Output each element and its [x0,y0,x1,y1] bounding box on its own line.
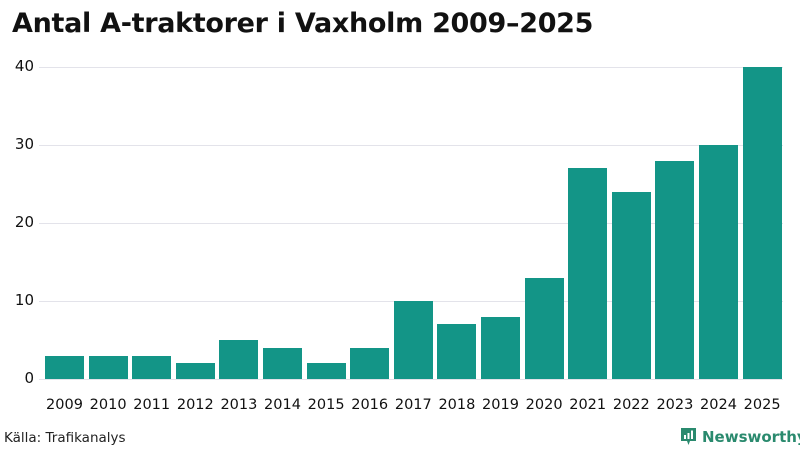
y-tick-label: 30 [14,135,34,153]
bar-chart-speech-icon [681,428,696,445]
bar-2023[interactable] [655,160,695,379]
gridline [39,223,783,224]
x-tick-label: 2023 [656,397,694,413]
source-note: Källa: Trafikanalys [4,430,126,446]
bar-2012[interactable] [175,363,215,379]
bar-2024[interactable] [699,145,738,379]
x-tick-label: 2012 [176,397,214,413]
bar-2013[interactable] [219,340,259,379]
bar-2014[interactable] [263,347,302,379]
bar-2016[interactable] [350,347,390,379]
x-tick-label: 2010 [89,397,127,413]
bar-2022[interactable] [611,191,651,379]
chart-title: Antal A-traktorer i Vaxholm 2009–2025 [12,8,594,39]
y-tick-label: 20 [14,213,34,231]
bar-2009[interactable] [45,355,84,379]
y-tick-label: 0 [24,369,34,387]
gridline [39,67,783,68]
bar-2011[interactable] [132,355,172,379]
x-tick-label: 2015 [307,397,345,413]
x-tick-label: 2016 [351,397,389,413]
x-tick-label: 2022 [612,397,650,413]
y-tick-label: 10 [14,291,34,309]
bar-2019[interactable] [481,316,520,379]
x-tick-label: 2020 [525,397,563,413]
bar-2021[interactable] [568,168,608,379]
bar-2015[interactable] [306,363,346,379]
x-tick-label: 2009 [46,397,83,413]
x-tick-label: 2013 [220,397,258,413]
gridline [39,379,783,380]
bar-2020[interactable] [524,277,564,379]
bar-2018[interactable] [437,324,477,379]
x-tick-label: 2017 [394,397,432,413]
bar-2025[interactable] [742,67,782,379]
x-tick-label: 2011 [133,397,171,413]
x-tick-label: 2019 [482,397,519,413]
bar-2010[interactable] [88,355,128,379]
y-tick-label: 40 [14,57,34,75]
x-tick-label: 2018 [438,397,476,413]
x-tick-label: 2014 [264,397,301,413]
x-tick-label: 2021 [569,397,607,413]
newsworthy-logo[interactable]: Newsworthy [680,427,800,446]
x-tick-label: 2024 [700,397,737,413]
brand-name: Newsworthy [702,427,800,446]
gridline [39,145,783,146]
x-tick-label: 2025 [743,397,781,413]
bar-2017[interactable] [393,301,433,379]
